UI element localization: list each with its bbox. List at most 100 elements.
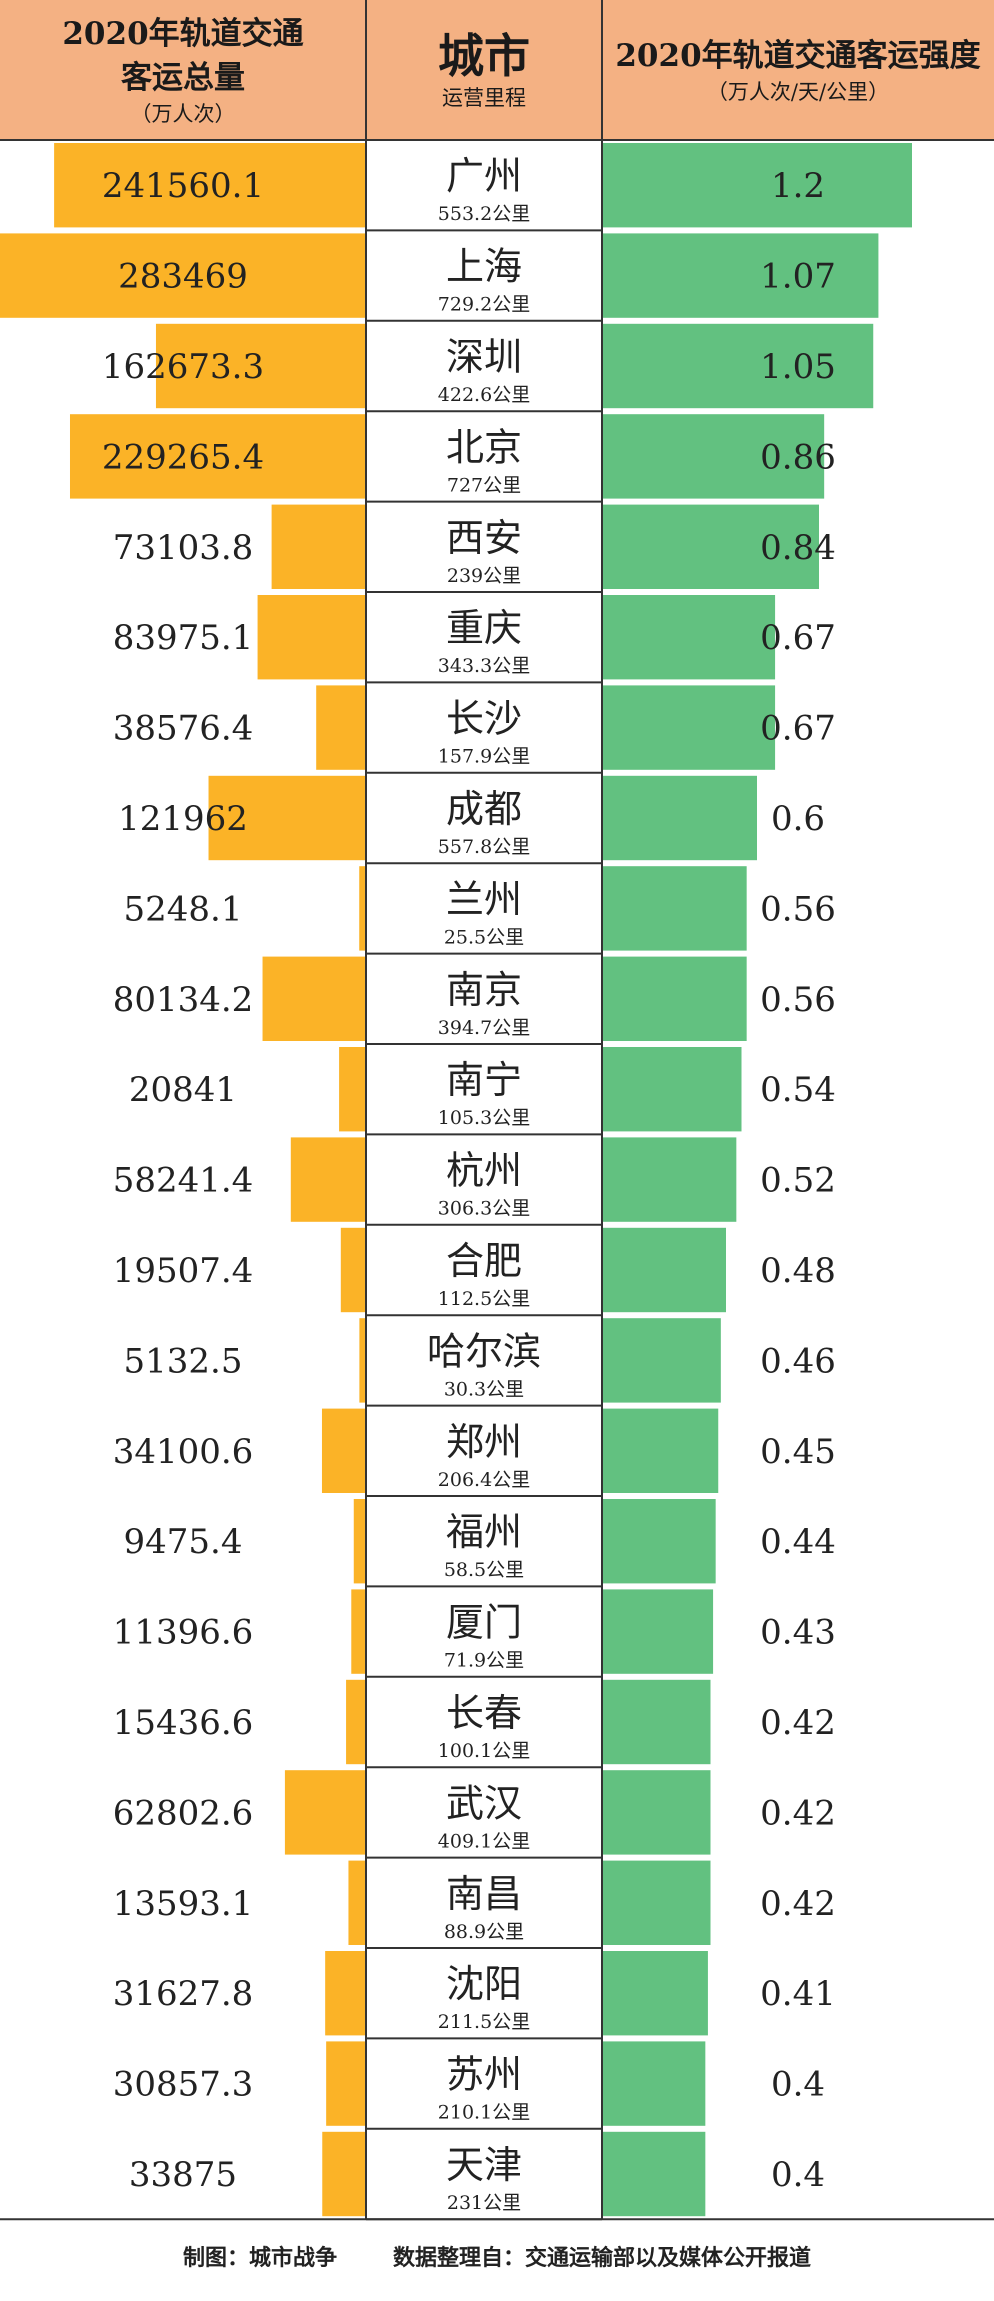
city-name: 长沙 (446, 697, 522, 741)
volume-label: 9475.4 (124, 1522, 243, 1562)
header-intensity: 2020年轨道交通客运强度 （万人次/天/公里） (602, 0, 994, 140)
city-name: 沈阳 (446, 1962, 522, 2006)
volume-bar (340, 1227, 366, 1313)
volume-bar (359, 866, 366, 951)
footer-source: 数据整理自：交通运输部以及媒体公开报道 (393, 2245, 812, 2271)
city-name: 厦门 (446, 1601, 522, 1645)
volume-label: 241560.1 (102, 166, 264, 206)
city-mileage: 729.2公里 (438, 294, 530, 316)
intensity-bar (602, 1860, 711, 1945)
intensity-bar (602, 1408, 719, 1493)
intensity-bar (602, 685, 776, 770)
city-name: 天津 (446, 2143, 522, 2187)
city-mileage: 30.3公里 (444, 1378, 524, 1400)
intensity-bar (602, 504, 819, 589)
volume-bar (346, 1679, 366, 1765)
intensity-label: 0.4 (771, 2065, 825, 2105)
volume-label: 19507.4 (113, 1251, 254, 1291)
city-mileage: 157.9公里 (438, 746, 530, 768)
intensity-label: 0.44 (760, 1522, 836, 1562)
city-name: 长春 (446, 1691, 522, 1735)
volume-label: 58241.4 (113, 1161, 254, 1201)
city-name: 南宁 (446, 1058, 522, 1102)
volume-bar (353, 1499, 366, 1584)
volume-label: 5248.1 (124, 889, 243, 929)
volume-label: 73103.8 (113, 528, 254, 568)
volume-label: 15436.6 (113, 1703, 254, 1743)
intensity-label: 0.54 (760, 1070, 836, 1110)
city-mileage: 553.2公里 (438, 203, 530, 225)
volume-bar (69, 414, 366, 499)
intensity-label: 0.42 (760, 1884, 836, 1924)
volume-label: 229265.4 (102, 437, 264, 477)
volume-label: 80134.2 (113, 980, 254, 1020)
intensity-label: 0.4 (771, 2155, 825, 2195)
city-mileage: 112.5公里 (438, 1288, 530, 1310)
city-mileage: 206.4公里 (438, 1469, 530, 1491)
city-name: 深圳 (446, 335, 522, 379)
intensity-label: 0.56 (760, 980, 836, 1020)
intensity-bar (602, 1951, 708, 2036)
volume-bar (322, 2131, 366, 2217)
intensity-bar (602, 2131, 706, 2217)
volume-bar (155, 323, 366, 409)
intensity-label: 0.6 (771, 799, 825, 839)
city-mileage: 71.9公里 (444, 1650, 524, 1672)
header-city-sub: 运营里程 (442, 86, 526, 110)
city-mileage: 343.3公里 (438, 655, 530, 677)
intensity-label: 0.86 (760, 437, 836, 477)
city-mileage: 210.1公里 (438, 2102, 530, 2124)
city-name: 合肥 (446, 1239, 522, 1283)
volume-label: 5132.5 (124, 1341, 243, 1381)
city-mileage: 306.3公里 (438, 1198, 530, 1220)
intensity-label: 0.45 (760, 1432, 836, 1472)
intensity-label: 0.67 (760, 618, 836, 658)
intensity-bar (602, 323, 874, 409)
volume-label: 11396.6 (113, 1613, 254, 1653)
city-mileage: 88.9公里 (444, 1921, 524, 1943)
city-name: 武汉 (446, 1781, 522, 1825)
city-mileage: 231公里 (447, 2192, 521, 2214)
intensity-label: 1.05 (760, 347, 836, 387)
intensity-bar (602, 595, 776, 680)
city-mileage: 58.5公里 (444, 1559, 524, 1581)
city-name: 苏州 (446, 2053, 522, 2097)
city-mileage: 25.5公里 (444, 926, 524, 948)
intensity-bar (602, 1047, 742, 1132)
intensity-label: 0.42 (760, 1793, 836, 1833)
city-name: 广州 (446, 154, 522, 198)
intensity-label: 0.67 (760, 709, 836, 749)
volume-label: 38576.4 (113, 709, 254, 749)
city-mileage: 394.7公里 (438, 1017, 530, 1039)
city-mileage: 105.3公里 (438, 1107, 530, 1129)
intensity-bar (602, 1318, 721, 1403)
intensity-bar (602, 1499, 716, 1584)
volume-bar (359, 1318, 366, 1403)
volume-bar (339, 1047, 366, 1132)
volume-bar (326, 2041, 366, 2126)
city-name: 北京 (446, 425, 522, 469)
volume-label: 33875 (129, 2155, 237, 2195)
intensity-bar (602, 956, 747, 1041)
city-name: 郑州 (446, 1420, 522, 1464)
volume-bar (284, 1770, 366, 1855)
intensity-label: 0.56 (760, 889, 836, 929)
header-intensity-unit: （万人次/天/公里） (706, 80, 890, 104)
volume-bar (262, 956, 366, 1041)
city-name: 哈尔滨 (427, 1329, 541, 1373)
intensity-bar (602, 775, 757, 861)
intensity-bar (602, 143, 912, 228)
volume-label: 31627.8 (113, 1974, 254, 2014)
intensity-bar (602, 1679, 711, 1765)
header-volume-line2: 客运总量 (121, 60, 245, 96)
header-volume-unit: （万人次） (130, 102, 236, 126)
intensity-bar (602, 233, 879, 318)
city-mileage: 409.1公里 (438, 1830, 530, 1852)
footer: 制图：城市战争 数据整理自：交通运输部以及媒体公开报道 (0, 2210, 994, 2301)
header-volume-line1: 2020年轨道交通 (62, 16, 304, 52)
intensity-bar (602, 414, 825, 499)
volume-label: 83975.1 (113, 618, 254, 658)
volume-label: 283469 (118, 257, 248, 297)
